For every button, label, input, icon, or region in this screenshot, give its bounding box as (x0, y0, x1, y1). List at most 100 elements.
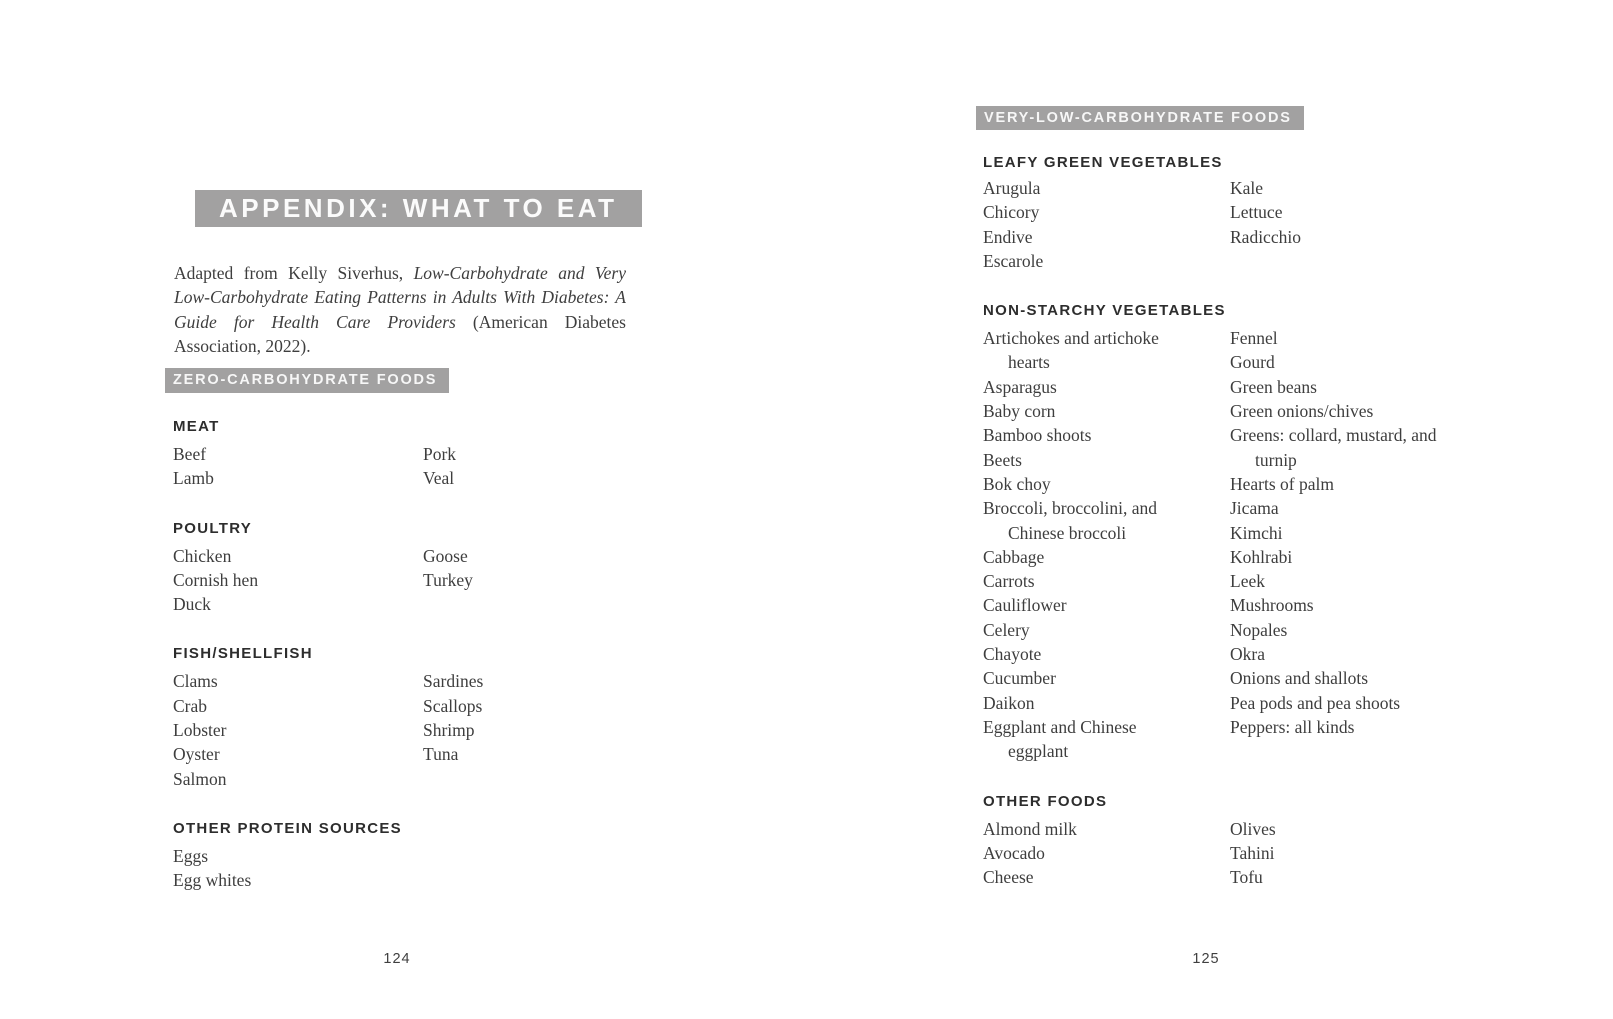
food-item: Escarole (983, 249, 1223, 273)
food-item-line: Nopales (1230, 619, 1288, 640)
food-item-line: Artichokes and artichoke (983, 328, 1159, 349)
food-item: Radicchio (1230, 225, 1455, 249)
food-item-line: Beef (173, 444, 207, 464)
food-column: Clams Crab Lobster Oyster Salmon (173, 669, 413, 790)
food-item-line: Chayote (983, 644, 1042, 665)
food-group-heading: FISH/SHELLFISH (173, 645, 313, 663)
page-right: VERY-LOW-CARBOHYDRATE FOODS LEAFY GREEN … (806, 0, 1613, 1019)
intro-work-title: Low-Carbohydrate and Very Low-Carbohydra… (174, 263, 626, 332)
food-item-line: Lettuce (1230, 202, 1283, 223)
food-item: Gourd (1230, 350, 1455, 374)
food-item-line: Olives (1230, 818, 1276, 839)
food-item: Scallops (423, 694, 648, 718)
food-item: Fennel (1230, 326, 1455, 350)
food-item-line: Veal (423, 468, 455, 489)
food-item-line: Chicken (173, 545, 232, 566)
food-item-line: Okra (1230, 644, 1265, 665)
food-columns: Beef Lamb Pork Veal (173, 442, 648, 491)
food-item: Carrots (983, 569, 1223, 593)
food-item: Cornish hen (173, 568, 413, 592)
food-item: Veal (423, 466, 648, 490)
food-item-line: Almond milk (983, 818, 1077, 839)
food-item: Cauliflower (983, 593, 1223, 617)
food-group: NON-STARCHY VEGETABLES Artichokes and art… (983, 302, 1458, 763)
food-column: Eggs Egg whites (173, 844, 413, 893)
food-group-heading: OTHER PROTEIN SOURCES (173, 819, 402, 837)
food-group-heading: LEAFY GREEN VEGETABLES (983, 154, 1223, 171)
food-item: Asparagus (983, 375, 1223, 399)
food-item-line: Endive (983, 226, 1033, 247)
food-columns: Arugula Chicory Endive Escarole Kale Lettuce R… (983, 176, 1458, 273)
food-group-heading: OTHER FOODS (983, 792, 1108, 810)
food-item-line: Chinese broccoli (1008, 522, 1127, 543)
food-item: Lobster (173, 718, 413, 742)
food-group: MEAT Beef Lamb Pork Veal (173, 418, 648, 491)
food-item: Kale (1230, 176, 1455, 200)
food-item: Nopales (1230, 618, 1455, 642)
food-item: Duck (173, 592, 413, 616)
food-item: Bok choy (983, 472, 1223, 496)
food-item: Eggs (173, 844, 413, 868)
food-item-line: Duck (173, 594, 211, 615)
food-item-line: Tuna (423, 744, 459, 765)
food-item-line: Gourd (1230, 352, 1275, 373)
food-item-line: Lamb (173, 468, 214, 489)
food-item-line: turnip (1255, 449, 1297, 470)
food-column: Arugula Chicory Endive Escarole (983, 176, 1223, 273)
food-item: Chayote (983, 642, 1223, 666)
food-item-line: Kimchi (1230, 522, 1283, 543)
food-item: Bamboo shoots (983, 423, 1223, 447)
food-item-line: Goose (423, 545, 468, 566)
food-column: Pork Veal (423, 442, 648, 491)
food-item-line: Eggplant and Chinese (983, 716, 1137, 737)
food-item: Daikon (983, 691, 1223, 715)
food-item-line: Beets (983, 449, 1022, 470)
food-column: Beef Lamb (173, 442, 413, 491)
food-columns: Almond milk Avocado Cheese Olives Tahini Tofu (983, 817, 1458, 890)
food-item: Hearts of palm (1230, 472, 1455, 496)
food-groups-right: LEAFY GREEN VEGETABLES Arugula Chicory Endi… (983, 130, 1458, 889)
food-group: OTHER PROTEIN SOURCES Eggs Egg whites (173, 820, 648, 893)
food-item-line: Escarole (983, 250, 1044, 271)
food-item-line: Broccoli, broccolini, and (983, 498, 1157, 519)
food-item: Goose (423, 544, 648, 568)
food-item-line: Pea pods and pea shoots (1230, 692, 1401, 713)
food-item: Lettuce (1230, 200, 1455, 224)
food-item: Shrimp (423, 718, 648, 742)
food-group: POULTRY Chicken Cornish hen Duck Goose Turkey (173, 520, 648, 617)
food-item-line: Turkey (423, 569, 473, 590)
food-item-line: Baby corn (983, 401, 1056, 422)
food-item-line: Scallops (423, 695, 483, 716)
page-number-left: 124 (383, 951, 411, 967)
food-column: Almond milk Avocado Cheese (983, 817, 1223, 890)
food-column: Artichokes and artichoke hearts Asparagus B… (983, 326, 1223, 763)
food-item-line: Cucumber (983, 668, 1056, 689)
food-column: Fennel Gourd Green beans Green onions/chive… (1230, 326, 1455, 739)
food-item: Cucumber (983, 666, 1223, 690)
food-item: Kohlrabi (1230, 545, 1455, 569)
food-column: Olives Tahini Tofu (1230, 817, 1455, 890)
food-item: Sardines (423, 669, 648, 693)
food-item: Green beans (1230, 375, 1455, 399)
food-item-line: Egg whites (173, 870, 252, 891)
food-item: Beets (983, 448, 1223, 472)
food-item: Green onions/chives (1230, 399, 1455, 423)
food-item-line: Bok choy (983, 473, 1051, 494)
food-item-line: Tofu (1230, 867, 1263, 888)
food-item: Okra (1230, 642, 1455, 666)
food-item-line: Green beans (1230, 376, 1317, 397)
food-item-line: Chicory (983, 202, 1040, 223)
food-item: Pork (423, 442, 648, 466)
food-item: Lamb (173, 466, 413, 490)
food-columns: Chicken Cornish hen Duck Goose Turkey (173, 544, 648, 617)
food-item-line: Mushrooms (1230, 595, 1314, 616)
food-item-line: Crab (173, 695, 208, 716)
food-groups-left: MEAT Beef Lamb Pork Veal POULTRY Chicken Cornis… (173, 393, 648, 893)
food-item: Egg whites (173, 868, 413, 892)
food-item-line: Greens: collard, mustard, and (1230, 425, 1437, 446)
food-group-heading: POULTRY (173, 519, 253, 537)
food-item-line: Onions and shallots (1230, 668, 1369, 689)
food-item-line: Kohlrabi (1230, 546, 1293, 567)
food-item: Jicama (1230, 496, 1455, 520)
